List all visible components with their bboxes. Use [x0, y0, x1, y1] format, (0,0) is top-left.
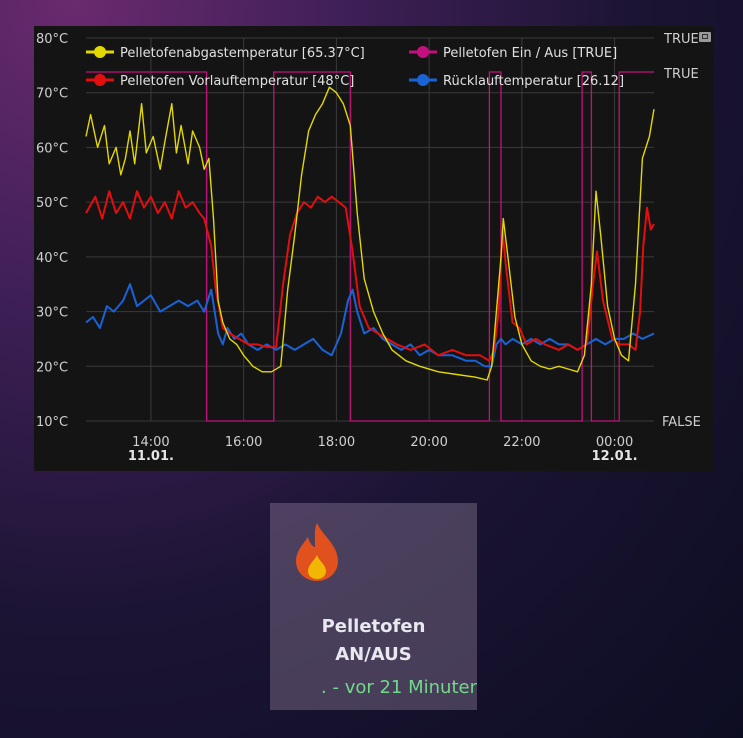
x-tick-label: 16:00	[225, 435, 262, 450]
x-tick-label: 20:00	[410, 435, 447, 450]
x-tick-date: 12.01.	[592, 449, 638, 464]
y-tick-label: 30°C	[36, 306, 68, 321]
tile-title-line1: Pelletofen	[321, 616, 426, 637]
y-tick-label: 70°C	[36, 87, 68, 102]
legend-swatch-dot	[94, 46, 106, 58]
y-tick-label: 10°C	[36, 415, 68, 430]
x-tick-date: 11.01.	[128, 449, 174, 464]
bool-true-label-top: TRUE	[663, 32, 699, 47]
x-tick-label: 22:00	[503, 435, 540, 450]
y-tick-label: 40°C	[36, 251, 68, 266]
y-tick-label: 50°C	[36, 196, 68, 211]
y-tick-label: 80°C	[36, 32, 68, 47]
legend-label: Pelletofen Vorlauftemperatur [48°C]	[120, 74, 354, 89]
flame-icon	[296, 523, 338, 581]
bool-true-label: TRUE	[663, 67, 699, 82]
x-tick-label: 00:00	[596, 435, 633, 450]
chart-svg: 10°C 20°C 30°C 40°C 50°C 60°C 70°C 80°C 14:0011.…	[36, 32, 701, 464]
legend-swatch-dot	[94, 74, 106, 86]
series-line-1	[85, 190, 655, 362]
x-tick-label: 14:00	[132, 435, 169, 450]
chart-panel: 10°C 20°C 30°C 40°C 50°C 60°C 70°C 80°C 14:00 11.…	[34, 26, 714, 471]
x-tick-label: 18:00	[318, 435, 355, 450]
y-tick-label: 60°C	[36, 141, 68, 156]
bool-false-label: FALSE	[662, 415, 701, 430]
pelletofen-tile[interactable]: Pelletofen AN/AUS . - vor 21 Minuten	[270, 503, 477, 710]
series-line-2	[85, 283, 655, 368]
expand-icon[interactable]	[699, 32, 711, 42]
legend-label: Rücklauftemperatur [26.12]	[443, 74, 624, 89]
y-tick-label: 20°C	[36, 360, 68, 375]
legend-swatch-dot	[417, 46, 429, 58]
tile-title-line2: AN/AUS	[335, 644, 412, 665]
series-line-0	[85, 86, 655, 381]
tile-status: . - vor 21 Minuten	[321, 677, 477, 698]
series-line-ein-aus	[86, 71, 654, 422]
legend-label: Pelletofen Ein / Aus [TRUE]	[443, 46, 617, 61]
tile-title: Pelletofen AN/AUS	[270, 613, 477, 669]
legend-swatch-dot	[417, 74, 429, 86]
legend-label: Pelletofenabgastemperatur [65.37°C]	[120, 46, 365, 61]
